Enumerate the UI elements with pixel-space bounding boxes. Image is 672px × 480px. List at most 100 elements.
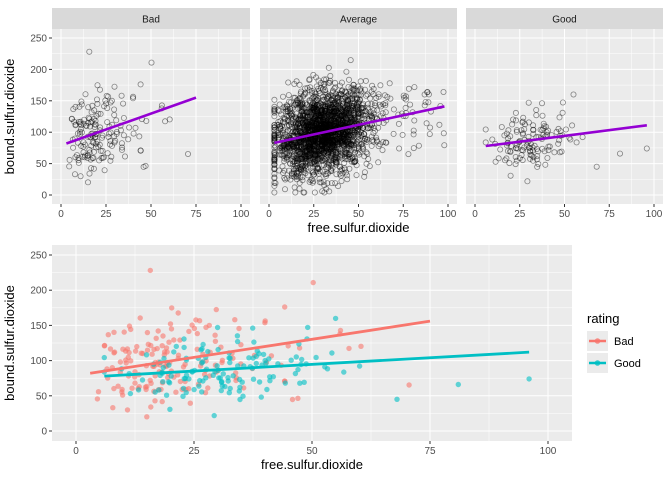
data-point <box>91 121 98 128</box>
data-point <box>325 111 332 118</box>
data-point <box>317 125 324 132</box>
data-point <box>316 155 323 162</box>
data-point <box>303 148 310 155</box>
data-point <box>74 152 81 159</box>
data-point <box>356 140 363 147</box>
data-point <box>303 137 310 144</box>
x-tick-label: 0 <box>73 446 79 457</box>
data-point <box>309 152 316 159</box>
data-point <box>320 112 327 119</box>
data-point <box>341 141 348 148</box>
data-point <box>355 92 362 99</box>
data-point <box>348 84 355 91</box>
data-point <box>276 151 283 158</box>
data-point <box>339 120 346 127</box>
data-point <box>212 332 218 338</box>
data-point <box>345 105 352 112</box>
data-point <box>342 136 349 143</box>
data-point <box>298 105 305 112</box>
data-point <box>330 133 337 140</box>
data-point <box>315 164 322 171</box>
data-point <box>329 150 336 157</box>
data-point <box>181 344 187 351</box>
data-point <box>222 383 228 390</box>
data-point <box>336 108 343 115</box>
data-point <box>333 154 340 161</box>
data-point <box>110 405 116 411</box>
data-point <box>292 115 299 122</box>
data-point <box>121 329 127 335</box>
data-point <box>305 142 312 149</box>
data-point <box>313 118 320 125</box>
data-point <box>300 158 307 165</box>
data-point <box>302 155 309 162</box>
data-point <box>308 104 315 111</box>
data-point <box>295 105 302 112</box>
data-point <box>328 137 335 144</box>
data-point <box>333 108 340 115</box>
data-point <box>312 104 319 111</box>
data-point <box>284 113 291 120</box>
data-point <box>306 103 313 110</box>
data-point <box>327 121 334 128</box>
data-point <box>336 82 343 89</box>
data-point <box>337 113 344 120</box>
data-point <box>300 153 307 160</box>
data-point <box>323 135 330 142</box>
data-point <box>328 109 335 116</box>
data-point <box>312 126 319 133</box>
data-point <box>272 143 279 150</box>
data-point <box>326 149 333 156</box>
data-point <box>311 147 318 154</box>
data-point <box>314 148 321 155</box>
data-point <box>80 143 87 150</box>
data-point <box>295 157 302 164</box>
data-point <box>329 144 336 151</box>
data-point <box>371 114 378 121</box>
data-point <box>299 155 306 162</box>
data-point <box>328 145 335 152</box>
data-point <box>304 126 311 133</box>
data-point <box>346 345 352 352</box>
data-point <box>337 91 344 98</box>
data-point <box>289 396 296 403</box>
data-point <box>319 157 326 164</box>
data-point <box>93 144 100 151</box>
data-point <box>331 137 338 144</box>
data-point <box>120 115 127 122</box>
data-point <box>333 100 340 107</box>
data-point <box>406 382 412 388</box>
data-point <box>341 369 347 375</box>
data-point <box>342 156 349 163</box>
data-point <box>305 145 312 152</box>
data-point <box>293 173 300 180</box>
data-point <box>328 139 335 146</box>
data-point <box>329 103 336 110</box>
data-point <box>348 133 355 140</box>
data-point <box>310 137 317 144</box>
data-point <box>330 144 337 151</box>
data-point <box>332 156 339 163</box>
data-point <box>323 76 330 83</box>
data-point <box>295 116 302 123</box>
data-point <box>355 83 362 90</box>
data-point <box>309 146 316 153</box>
data-point <box>318 108 325 115</box>
data-point <box>326 105 333 112</box>
data-point <box>167 406 173 412</box>
data-point <box>93 112 100 119</box>
data-point <box>284 122 291 129</box>
data-point <box>315 107 322 114</box>
data-point <box>335 118 342 125</box>
data-point <box>287 106 294 113</box>
data-point <box>292 140 299 147</box>
data-point <box>271 182 278 189</box>
data-point <box>210 372 216 378</box>
data-point <box>285 92 292 99</box>
data-point <box>315 165 322 172</box>
data-point <box>290 143 297 150</box>
data-point <box>316 135 323 142</box>
data-point <box>283 154 290 161</box>
data-point <box>306 145 313 152</box>
data-point <box>352 158 359 165</box>
